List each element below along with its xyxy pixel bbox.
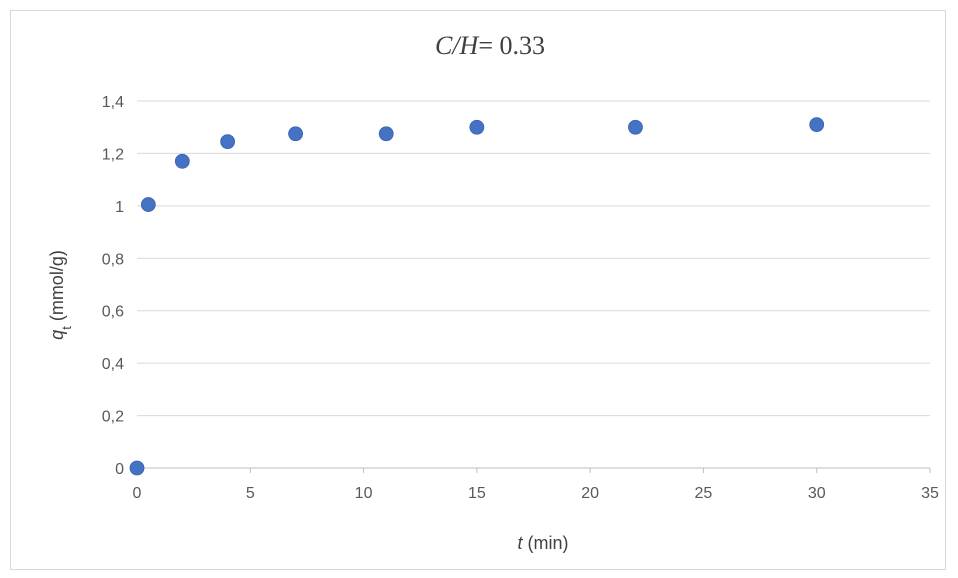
data-point-6 (469, 119, 485, 135)
y-tick-label: 1,2 (102, 146, 124, 163)
y-axis-title: qt (mmol/g) (47, 250, 74, 340)
x-tick-labels: 0 5 10 15 20 25 30 35 (133, 485, 939, 502)
data-point-5 (378, 126, 394, 142)
x-axis-title-italic: t (517, 533, 523, 553)
x-axis-title: t (min) (517, 533, 568, 553)
data-point-7 (628, 119, 643, 135)
chart-frame: C/H= 0.33 0 0,2 0,4 0,6 0,8 1 1,2 1,4 0 5 10 15 20 2… (10, 10, 946, 570)
y-tick-labels: 0 0,2 0,4 0,6 0,8 1 1,2 1,4 (102, 94, 124, 478)
data-point-4 (288, 126, 304, 142)
chart-title: C/H= 0.33 (435, 31, 545, 60)
chart-title-italic: C/H (435, 31, 480, 60)
x-tick-label: 0 (133, 485, 142, 502)
y-tick-label: 0,8 (102, 251, 124, 268)
data-point-8 (809, 117, 825, 132)
axes (136, 467, 931, 473)
y-tick-label: 0,6 (102, 304, 124, 321)
y-axis-title-italic: q (47, 330, 67, 340)
x-axis-title-rest: (min) (523, 533, 569, 553)
y-tick-label: 1,4 (102, 94, 124, 111)
data-point-2 (174, 153, 190, 169)
x-tick-label: 15 (468, 485, 486, 502)
x-tick-label: 30 (808, 485, 826, 502)
y-tick-label: 0,4 (102, 356, 124, 373)
data-point-0 (129, 460, 145, 476)
scatter-chart: C/H= 0.33 0 0,2 0,4 0,6 0,8 1 1,2 1,4 0 5 10 15 20 2… (47, 31, 939, 553)
y-axis-title-rest: (mmol/g) (47, 250, 67, 326)
y-axis-title-subscript: t (59, 326, 74, 330)
y-tick-label: 1 (115, 199, 124, 216)
x-tick-label: 20 (581, 485, 599, 502)
x-tick-label: 5 (246, 485, 255, 502)
y-tick-label: 0,2 (102, 409, 124, 426)
x-tick-label: 35 (921, 485, 939, 502)
data-point-1 (140, 197, 156, 212)
x-tick-label: 10 (355, 485, 373, 502)
y-tick-label: 0 (115, 461, 124, 478)
data-point-3 (220, 134, 236, 150)
x-tick-label: 25 (695, 485, 713, 502)
chart-title-rest: = 0.33 (478, 31, 545, 60)
gridlines (137, 100, 930, 417)
data-points (129, 117, 825, 476)
